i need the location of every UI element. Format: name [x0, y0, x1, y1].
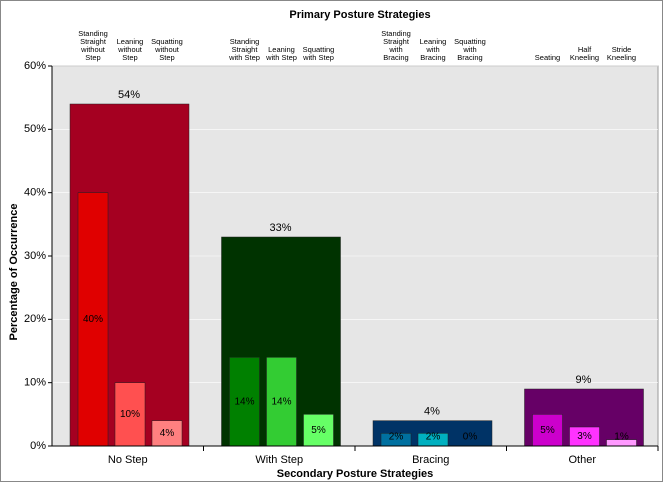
sub-category-label: Squatting — [303, 45, 335, 54]
sub-category-label: Leaning — [420, 37, 447, 46]
sub-category-label: Bracing — [383, 53, 408, 62]
chart-title: Primary Posture Strategies — [289, 9, 430, 21]
sub-category-label: without — [80, 45, 106, 54]
sub-category-label: Standing — [381, 29, 411, 38]
sub-category-label: Bracing — [420, 53, 445, 62]
sub-value-label: 0% — [463, 432, 478, 443]
sub-value-label: 2% — [389, 432, 404, 443]
sub-category-label: Standing — [230, 37, 260, 46]
primary-value-label: 9% — [576, 374, 592, 386]
sub-value-label: 3% — [577, 431, 592, 442]
primary-value-label: 54% — [118, 89, 140, 101]
sub-category-label: with — [462, 45, 476, 54]
sub-category-label: with Step — [228, 53, 260, 62]
sub-category-label: Straight — [80, 37, 107, 46]
y-tick-label: 30% — [24, 250, 46, 262]
y-tick-label: 0% — [30, 440, 46, 452]
sub-category-label: with Step — [302, 53, 334, 62]
y-axis-title: Percentage of Occurrence — [8, 204, 20, 341]
sub-category-label: Leaning — [268, 45, 295, 54]
x-axis-title: Secondary Posture Strategies — [277, 468, 434, 480]
sub-category-label: Half — [578, 45, 592, 54]
sub-value-label: 14% — [234, 396, 254, 407]
sub-bar — [303, 414, 334, 447]
sub-category-label: Straight — [383, 37, 410, 46]
sub-category-label: Seating — [535, 53, 560, 62]
sub-bar — [229, 357, 260, 447]
x-tick-label: Bracing — [412, 454, 449, 466]
sub-category-label: Bracing — [457, 53, 482, 62]
sub-bar — [77, 192, 109, 447]
sub-value-label: 14% — [271, 396, 291, 407]
sub-value-label: 1% — [614, 432, 629, 443]
x-tick-label: No Step — [108, 454, 148, 466]
y-tick-label: 40% — [24, 187, 46, 199]
sub-category-label: Standing — [78, 29, 108, 38]
sub-category-label: without — [154, 45, 180, 54]
sub-value-label: 10% — [120, 409, 140, 420]
y-tick-label: 20% — [24, 313, 46, 325]
sub-category-label: Squatting — [454, 37, 486, 46]
sub-value-label: 40% — [83, 314, 103, 325]
primary-value-label: 33% — [269, 222, 291, 234]
sub-category-label: Step — [85, 53, 100, 62]
sub-category-label: with Step — [265, 53, 297, 62]
x-tick-label: Other — [568, 454, 596, 466]
sub-category-label: Kneeling — [607, 53, 636, 62]
sub-category-label: without — [117, 45, 143, 54]
sub-bar — [114, 382, 146, 447]
sub-value-label: 2% — [426, 432, 441, 443]
sub-category-label: with — [388, 45, 402, 54]
sub-category-label: Leaning — [117, 37, 144, 46]
sub-bar — [266, 357, 297, 447]
sub-value-label: 5% — [311, 425, 326, 436]
y-tick-label: 50% — [24, 123, 46, 135]
sub-category-label: with — [425, 45, 439, 54]
sub-category-label: Step — [159, 53, 174, 62]
sub-category-label: Straight — [232, 45, 259, 54]
primary-value-label: 4% — [424, 406, 440, 418]
y-tick-label: 60% — [24, 60, 46, 72]
x-tick-label: With Step — [255, 454, 303, 466]
sub-value-label: 5% — [540, 425, 555, 436]
sub-bar — [151, 420, 183, 447]
sub-bar — [532, 414, 563, 447]
sub-category-label: Step — [122, 53, 137, 62]
sub-category-label: Stride — [612, 45, 632, 54]
y-tick-label: 10% — [24, 377, 46, 389]
sub-category-label: Kneeling — [570, 53, 599, 62]
sub-category-label: Squatting — [151, 37, 183, 46]
sub-value-label: 4% — [160, 428, 175, 439]
